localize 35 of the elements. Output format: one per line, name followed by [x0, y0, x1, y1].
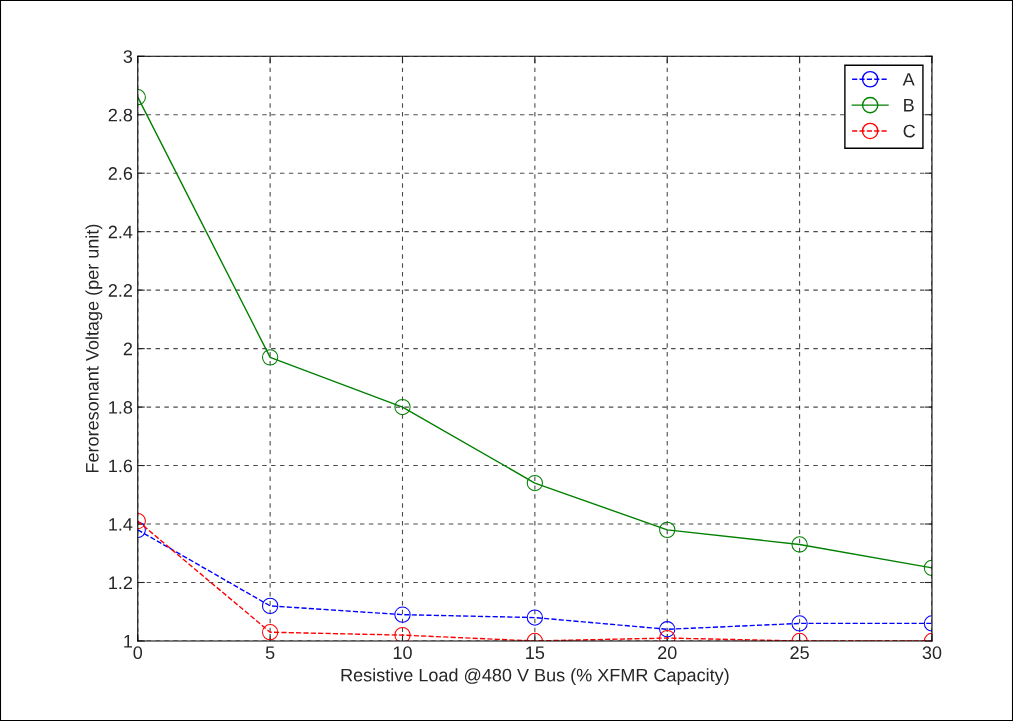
y-tick-label: 1 [124, 635, 133, 648]
point [659, 621, 676, 638]
point [394, 606, 411, 623]
y-tick-label: 1.8 [109, 401, 133, 414]
y-tick-label: 2.4 [108, 225, 133, 239]
point [394, 398, 411, 416]
legend-label: A [902, 73, 915, 86]
y-tick-label: 1.4 [109, 518, 133, 531]
point [791, 536, 808, 553]
x-tick-label: 5 [265, 646, 275, 660]
point [526, 609, 544, 626]
y-tick-label: 2.6 [108, 167, 133, 180]
point [791, 615, 808, 632]
x-axis-title: Resistive Load @480 V Bus (% XFMR Capacity) [341, 668, 729, 686]
point [394, 626, 411, 641]
x-tick-label: 20 [658, 646, 677, 660]
x-tick-label: 10 [393, 646, 412, 660]
legend-label: C [903, 124, 916, 138]
y-tick-label: 2.2 [108, 284, 132, 297]
x-tick-label: 25 [790, 646, 809, 660]
y-tick-label: 2.8 [108, 108, 133, 122]
point [659, 521, 676, 539]
y-tick-label: 1.6 [109, 459, 133, 473]
y-tick-label: 3 [123, 50, 133, 63]
y-tick-label: 1.2 [109, 576, 132, 590]
point [261, 624, 279, 641]
point [261, 597, 279, 615]
x-tick-label: 0 [133, 646, 143, 660]
point [526, 474, 544, 492]
x-tick-label: 30 [922, 646, 942, 660]
y-tick-label: 2 [123, 342, 132, 356]
y-axis-title: Feroresonant Voltage (per unit) [85, 224, 103, 473]
point [261, 349, 279, 366]
legend-label: B [904, 99, 914, 112]
x-tick-label: 15 [526, 646, 545, 660]
